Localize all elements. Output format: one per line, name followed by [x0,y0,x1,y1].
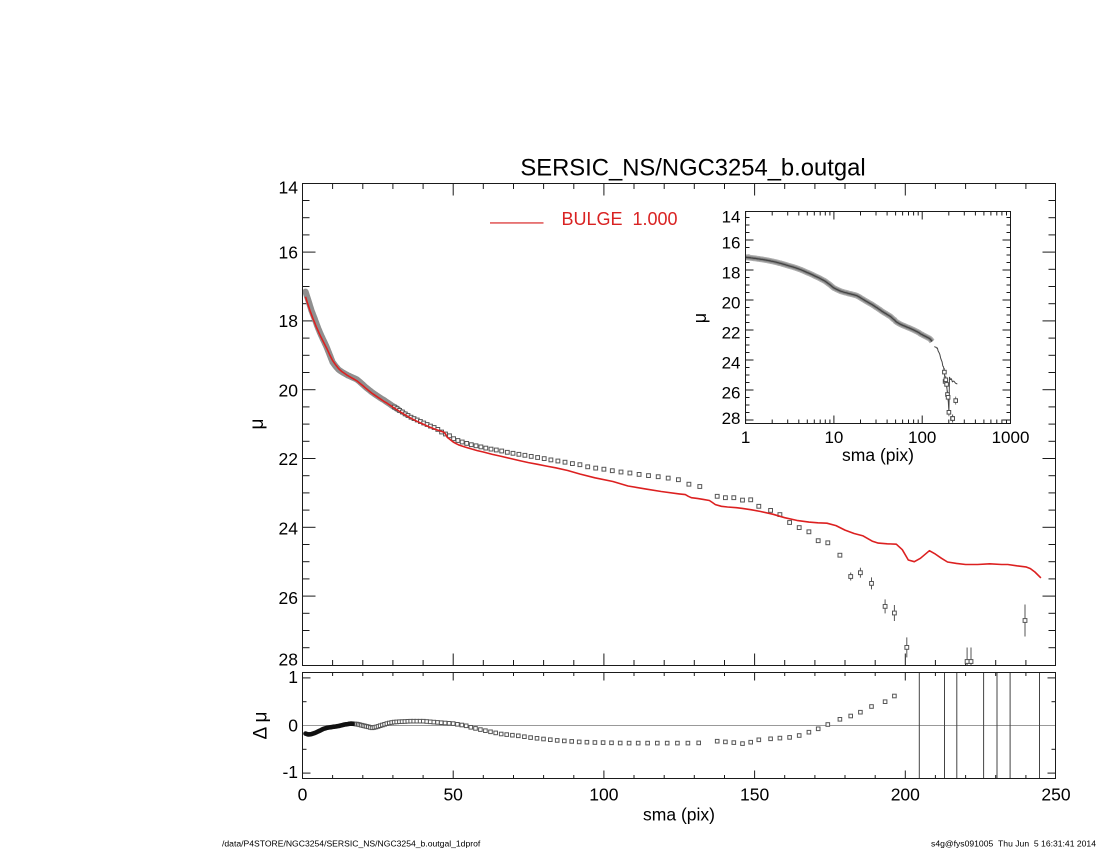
svg-text:14: 14 [279,177,299,197]
svg-text:28: 28 [722,409,741,428]
svg-text:0: 0 [288,716,298,736]
svg-text:-1: -1 [282,762,298,782]
svg-text:20: 20 [279,380,299,400]
svg-text:0: 0 [298,785,308,805]
svg-text:Δ μ: Δ μ [251,712,272,740]
svg-text:26: 26 [279,588,298,608]
svg-text:14: 14 [722,208,741,227]
svg-text:1: 1 [741,428,750,447]
svg-text:18: 18 [722,264,741,283]
svg-text:μ: μ [247,419,268,430]
svg-text:BULGE 1.000: BULGE 1.000 [562,209,678,229]
svg-text:16: 16 [722,234,741,253]
svg-text:50: 50 [443,785,463,805]
svg-text:10: 10 [824,428,843,447]
svg-text:1: 1 [288,667,298,687]
svg-text:250: 250 [1041,785,1070,805]
svg-text:100: 100 [908,428,936,447]
svg-text:100: 100 [589,785,618,805]
svg-text:200: 200 [891,785,920,805]
svg-text:sma (pix): sma (pix) [842,445,914,465]
svg-text:150: 150 [740,785,769,805]
svg-text:1000: 1000 [992,428,1030,447]
svg-text:22: 22 [722,324,741,343]
svg-text:28: 28 [279,649,298,669]
svg-text:22: 22 [279,449,298,469]
svg-text:18: 18 [279,311,298,331]
svg-text:s4g@fys091005 Thu Jun 5 16:3: s4g@fys091005 Thu Jun 5 16:31:41 2014 [931,839,1096,849]
svg-text:sma (pix): sma (pix) [643,804,715,824]
svg-text:μ: μ [690,313,710,323]
svg-text:SERSIC_NS/NGC3254_b.outgal: SERSIC_NS/NGC3254_b.outgal [520,155,865,182]
svg-text:16: 16 [279,242,298,262]
svg-text:20: 20 [722,294,741,313]
svg-text:26: 26 [722,384,741,403]
svg-text:/data/P4STORE/NGC3254/SERSIC_N: /data/P4STORE/NGC3254/SERSIC_NS/NGC3254_… [222,839,481,849]
svg-text:24: 24 [279,518,299,538]
svg-text:24: 24 [722,354,741,373]
